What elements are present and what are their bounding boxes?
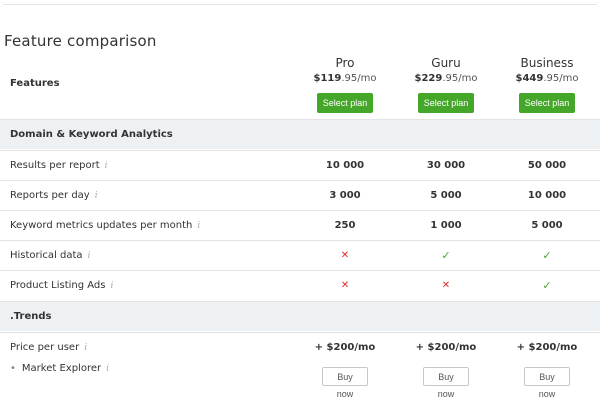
- buy-now-business-button[interactable]: Buy now: [524, 367, 570, 399]
- plan-header-business: Business $449.95/mo Select plan: [497, 56, 597, 113]
- table-row: Keyword metrics updates per month i 250 1…: [0, 210, 600, 240]
- table-row: Results per report i 10 000 30 000 50 000: [0, 150, 600, 180]
- plan-name: Pro: [335, 56, 355, 70]
- row-label: Product Listing Ads: [10, 280, 106, 291]
- info-icon[interactable]: i: [84, 343, 88, 353]
- sub-item-market-explorer: • Market Explorer i: [10, 363, 109, 374]
- info-icon[interactable]: i: [110, 281, 114, 291]
- row-label: Historical data: [10, 250, 83, 261]
- cell-pro: 10 000: [325, 160, 365, 171]
- cross-icon: ✕: [340, 250, 350, 261]
- section-header-trends: .Trends: [0, 301, 600, 331]
- cell-pro: + $200/mo: [314, 342, 376, 353]
- cross-icon: ✕: [441, 280, 451, 291]
- check-icon: ✓: [542, 279, 552, 292]
- select-plan-guru-button[interactable]: Select plan: [417, 93, 475, 113]
- plan-header-pro: Pro $119.95/mo Select plan: [295, 56, 395, 113]
- info-icon[interactable]: i: [197, 221, 201, 231]
- sub-item-label: Market Explorer: [21, 363, 102, 374]
- cell-guru: + $200/mo: [415, 342, 477, 353]
- check-icon: ✓: [542, 249, 552, 262]
- cell-business: 50 000: [527, 160, 567, 171]
- cell-guru: 30 000: [426, 160, 466, 171]
- cell-pro: 250: [334, 220, 356, 231]
- cell-guru: 1 000: [430, 220, 462, 231]
- table-row: Historical data i ✕ ✓ ✓: [0, 240, 600, 270]
- table-row-trends-price: Price per user i + $200/mo + $200/mo + $2…: [0, 332, 600, 402]
- cell-business: 10 000: [527, 190, 567, 201]
- section-header-domain: Domain & Keyword Analytics: [0, 119, 600, 149]
- row-label: Keyword metrics updates per month: [10, 220, 193, 231]
- buy-now-pro-button[interactable]: Buy now: [322, 367, 368, 399]
- plan-name: Guru: [431, 56, 461, 70]
- plan-price: $119.95/mo: [313, 73, 377, 84]
- info-icon[interactable]: i: [104, 161, 108, 171]
- table-row: Reports per day i 3 000 5 000 10 000: [0, 180, 600, 210]
- plan-price: $449.95/mo: [515, 73, 579, 84]
- cross-icon: ✕: [340, 280, 350, 291]
- select-plan-pro-button[interactable]: Select plan: [316, 93, 374, 113]
- top-divider: [3, 4, 597, 5]
- row-label: Results per report: [10, 160, 100, 171]
- info-icon[interactable]: i: [106, 364, 109, 374]
- buy-now-guru-button[interactable]: Buy now: [423, 367, 469, 399]
- section-label: .Trends: [10, 311, 52, 322]
- row-label: Price per user: [10, 342, 80, 353]
- plan-name: Business: [520, 56, 574, 70]
- table-row: Product Listing Ads i ✕ ✕ ✓: [0, 270, 600, 300]
- check-icon: ✓: [441, 249, 451, 262]
- cell-business: 5 000: [531, 220, 563, 231]
- cell-business: + $200/mo: [516, 342, 578, 353]
- cell-guru: 5 000: [430, 190, 462, 201]
- cell-pro: 3 000: [329, 190, 361, 201]
- row-label: Reports per day: [10, 190, 90, 201]
- info-icon[interactable]: i: [94, 191, 98, 201]
- features-header: Features: [10, 78, 60, 89]
- section-label: Domain & Keyword Analytics: [10, 129, 173, 140]
- bullet: •: [10, 363, 16, 374]
- plan-header-guru: Guru $229.95/mo Select plan: [396, 56, 496, 113]
- plan-price: $229.95/mo: [414, 73, 478, 84]
- info-icon[interactable]: i: [87, 251, 91, 261]
- page-title: Feature comparison: [4, 32, 157, 50]
- select-plan-business-button[interactable]: Select plan: [518, 93, 576, 113]
